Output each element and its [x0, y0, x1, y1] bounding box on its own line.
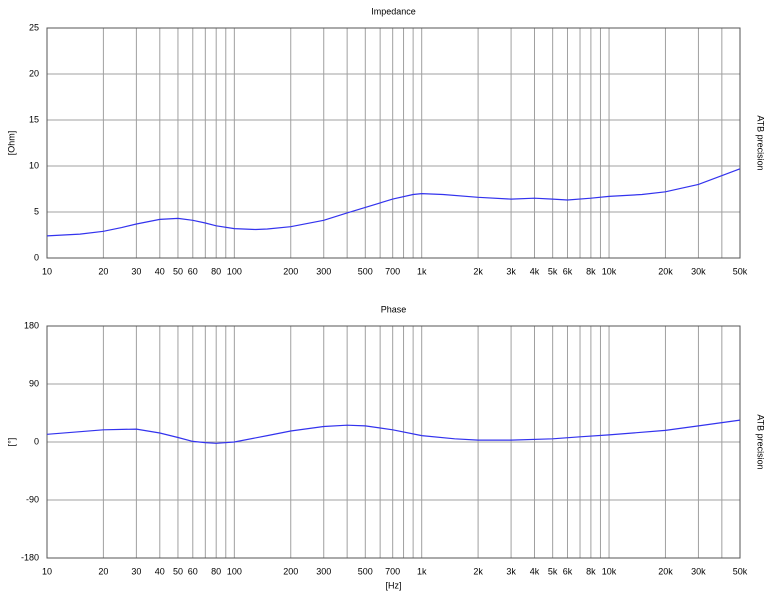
x-tick-label: 10k — [602, 566, 617, 576]
x-tick-label: 4k — [530, 566, 540, 576]
x-tick-label: 80 — [211, 266, 221, 276]
x-tick-label: 10 — [42, 566, 52, 576]
x-tick-label: 300 — [316, 566, 331, 576]
x-tick-label: 200 — [283, 266, 298, 276]
x-tick-label: 60 — [188, 266, 198, 276]
x-tick-label: 8k — [586, 266, 596, 276]
x-tick-label: 3k — [506, 566, 516, 576]
x-tick-label: 30k — [691, 566, 706, 576]
x-tick-label: 20k — [658, 266, 673, 276]
chart-title: Phase — [381, 304, 407, 314]
x-tick-label: 20 — [98, 266, 108, 276]
x-tick-label: 10k — [602, 266, 617, 276]
y-tick-label: 0 — [34, 252, 39, 262]
y-tick-label: 0 — [34, 436, 39, 446]
side-label: ATB precision — [756, 414, 766, 469]
x-tick-label: 20k — [658, 566, 673, 576]
x-tick-label: 500 — [358, 266, 373, 276]
data-line — [46, 419, 741, 444]
data-line — [46, 168, 741, 237]
y-axis-label: [°] — [6, 438, 16, 447]
x-tick-label: 2k — [473, 566, 483, 576]
x-tick-label: 700 — [385, 266, 400, 276]
plot-border — [46, 27, 741, 259]
y-axis-label: [Ohm] — [6, 131, 16, 156]
x-tick-label: 30k — [691, 266, 706, 276]
y-tick-label: 25 — [29, 22, 39, 32]
x-tick-label: 700 — [385, 566, 400, 576]
plot-area — [47, 28, 740, 258]
y-tick-label: 20 — [29, 68, 39, 78]
y-tick-label: 10 — [29, 160, 39, 170]
x-tick-label: 200 — [283, 566, 298, 576]
x-tick-label: 2k — [473, 266, 483, 276]
x-tick-label: 10 — [42, 266, 52, 276]
y-tick-label: 180 — [24, 320, 39, 330]
x-tick-label: 50k — [733, 566, 748, 576]
x-tick-label: 50k — [733, 266, 748, 276]
x-tick-label: 3k — [506, 266, 516, 276]
x-tick-label: 60 — [188, 566, 198, 576]
plot-border — [46, 325, 741, 559]
y-tick-label: -90 — [26, 494, 39, 504]
side-label: ATB precision — [756, 115, 766, 170]
x-tick-label: 300 — [316, 266, 331, 276]
y-tick-label: 90 — [29, 378, 39, 388]
x-tick-label: 5k — [548, 566, 558, 576]
x-tick-label: 50 — [173, 566, 183, 576]
x-tick-label: 80 — [211, 566, 221, 576]
x-tick-label: 4k — [530, 266, 540, 276]
x-tick-label: 6k — [563, 566, 573, 576]
x-tick-label: 40 — [155, 266, 165, 276]
x-tick-label: 40 — [155, 566, 165, 576]
x-tick-label: 30 — [131, 566, 141, 576]
x-tick-label: 1k — [417, 566, 427, 576]
x-tick-label: 30 — [131, 266, 141, 276]
x-tick-label: 1k — [417, 266, 427, 276]
x-tick-label: 5k — [548, 266, 558, 276]
x-axis-label: [Hz] — [385, 580, 401, 590]
x-tick-label: 500 — [358, 566, 373, 576]
chart-title: Impedance — [371, 6, 416, 16]
x-tick-label: 20 — [98, 566, 108, 576]
x-tick-label: 50 — [173, 266, 183, 276]
x-tick-label: 6k — [563, 266, 573, 276]
x-tick-label: 100 — [227, 566, 242, 576]
y-tick-label: 15 — [29, 114, 39, 124]
x-tick-label: 100 — [227, 266, 242, 276]
y-tick-label: 5 — [34, 206, 39, 216]
y-tick-label: -180 — [21, 552, 39, 562]
x-tick-label: 8k — [586, 566, 596, 576]
